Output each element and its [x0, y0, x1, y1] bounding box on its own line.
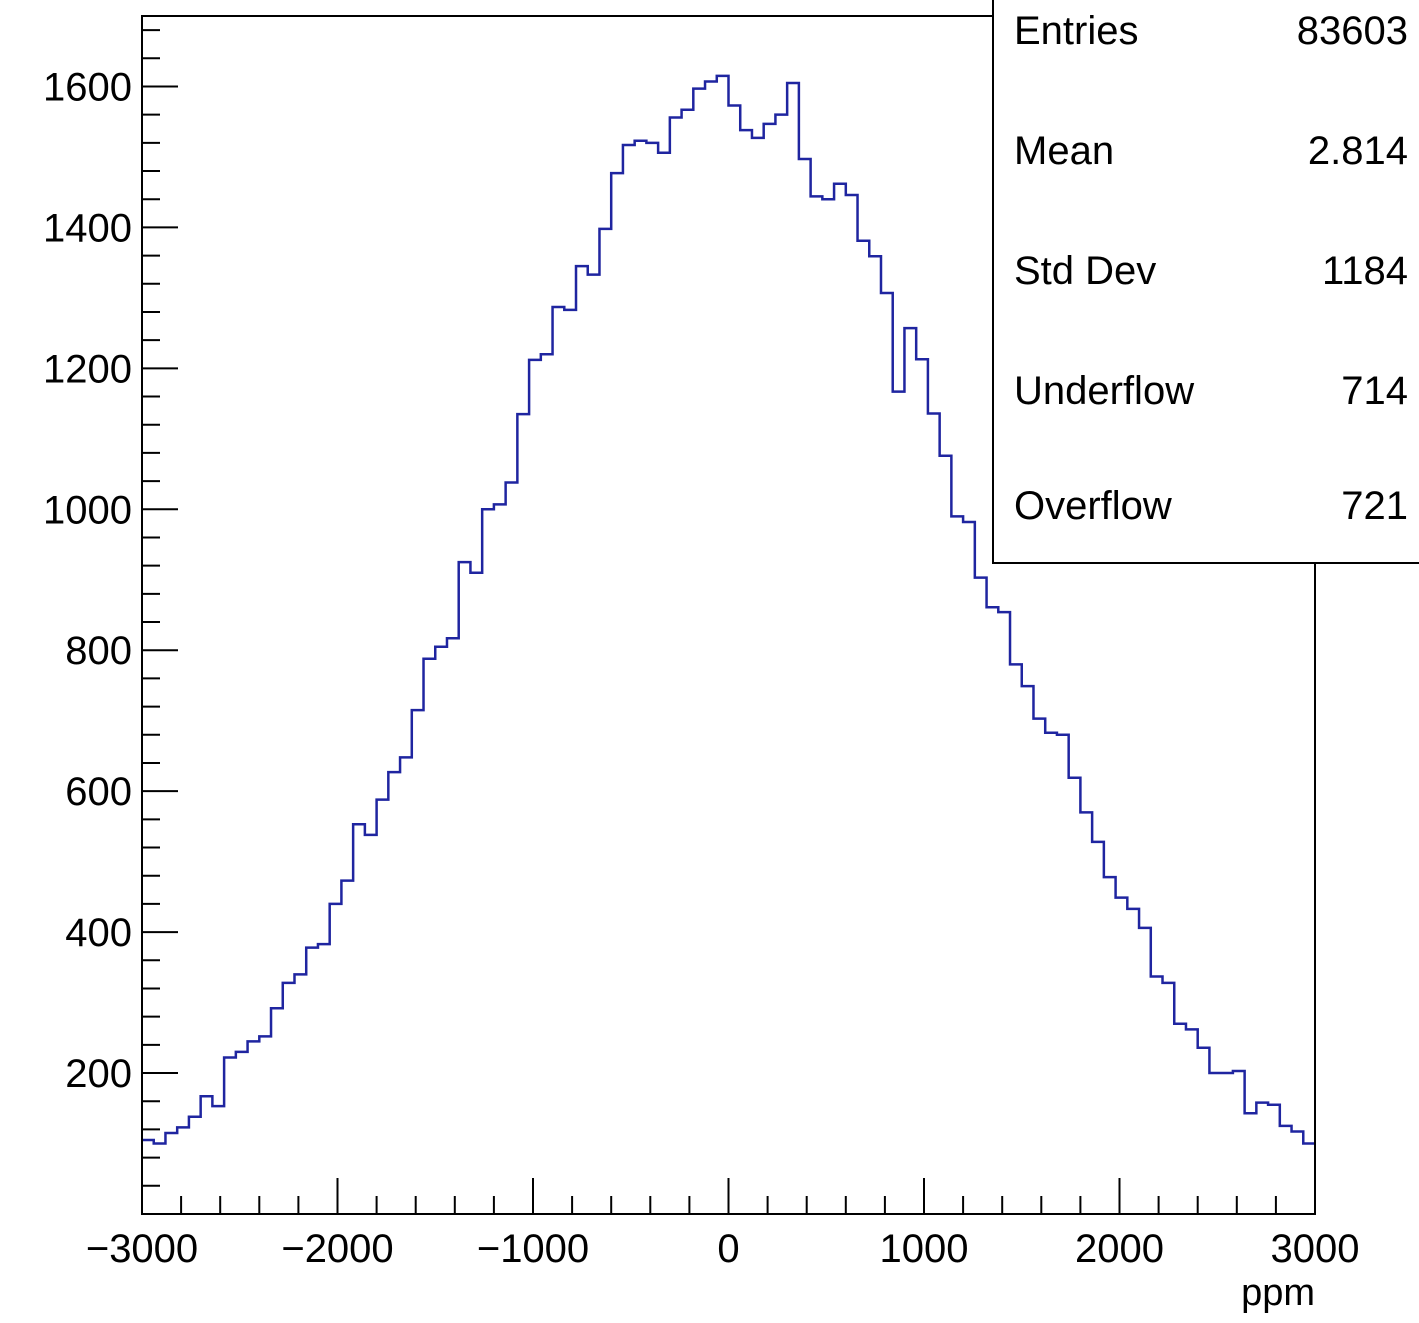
- stats-label: Underflow: [1014, 369, 1194, 413]
- stats-value: 1184: [1322, 249, 1408, 293]
- stats-value: 721: [1341, 484, 1408, 528]
- y-axis-tick-labels: 200 400 600 800 1000 1200 1400 1600: [43, 65, 132, 1096]
- y-tick-label: 1200: [43, 347, 132, 391]
- x-tick-label: −3000: [86, 1227, 198, 1271]
- stats-value: 83603: [1297, 9, 1408, 53]
- y-tick-label: 1400: [43, 206, 132, 250]
- y-tick-label: 600: [65, 770, 132, 814]
- y-axis-ticks: [142, 29, 178, 1187]
- y-tick-label: 400: [65, 911, 132, 955]
- x-tick-label: −1000: [477, 1227, 589, 1271]
- stats-label: Std Dev: [1014, 249, 1156, 293]
- y-tick-label: 1000: [43, 488, 132, 532]
- stats-label: Overflow: [1014, 484, 1172, 528]
- y-tick-label: 1600: [43, 65, 132, 109]
- x-axis-tick-labels: −3000 −2000 −1000 0 1000 2000 3000: [86, 1227, 1360, 1271]
- x-tick-label: 1000: [880, 1227, 969, 1271]
- stats-box-frame: [992, 0, 1419, 564]
- stats-value: 714: [1341, 369, 1408, 413]
- x-tick-label: 2000: [1075, 1227, 1164, 1271]
- x-axis-title: ppm: [1241, 1272, 1315, 1314]
- y-tick-label: 200: [65, 1052, 132, 1096]
- x-tick-label: 0: [717, 1227, 739, 1271]
- y-tick-label: 800: [65, 629, 132, 673]
- stats-value: 2.814: [1308, 129, 1408, 173]
- x-tick-label: −2000: [281, 1227, 393, 1271]
- stats-box: Entries 83603 Mean 2.814 Std Dev 1184 Underflo…: [992, 0, 1419, 564]
- x-tick-label: 3000: [1271, 1227, 1360, 1271]
- stats-label: Mean: [1014, 129, 1114, 173]
- stats-label: Entries: [1014, 9, 1139, 53]
- plot-frame: [141, 15, 1316, 1215]
- histogram-series-line: [142, 74, 1315, 1145]
